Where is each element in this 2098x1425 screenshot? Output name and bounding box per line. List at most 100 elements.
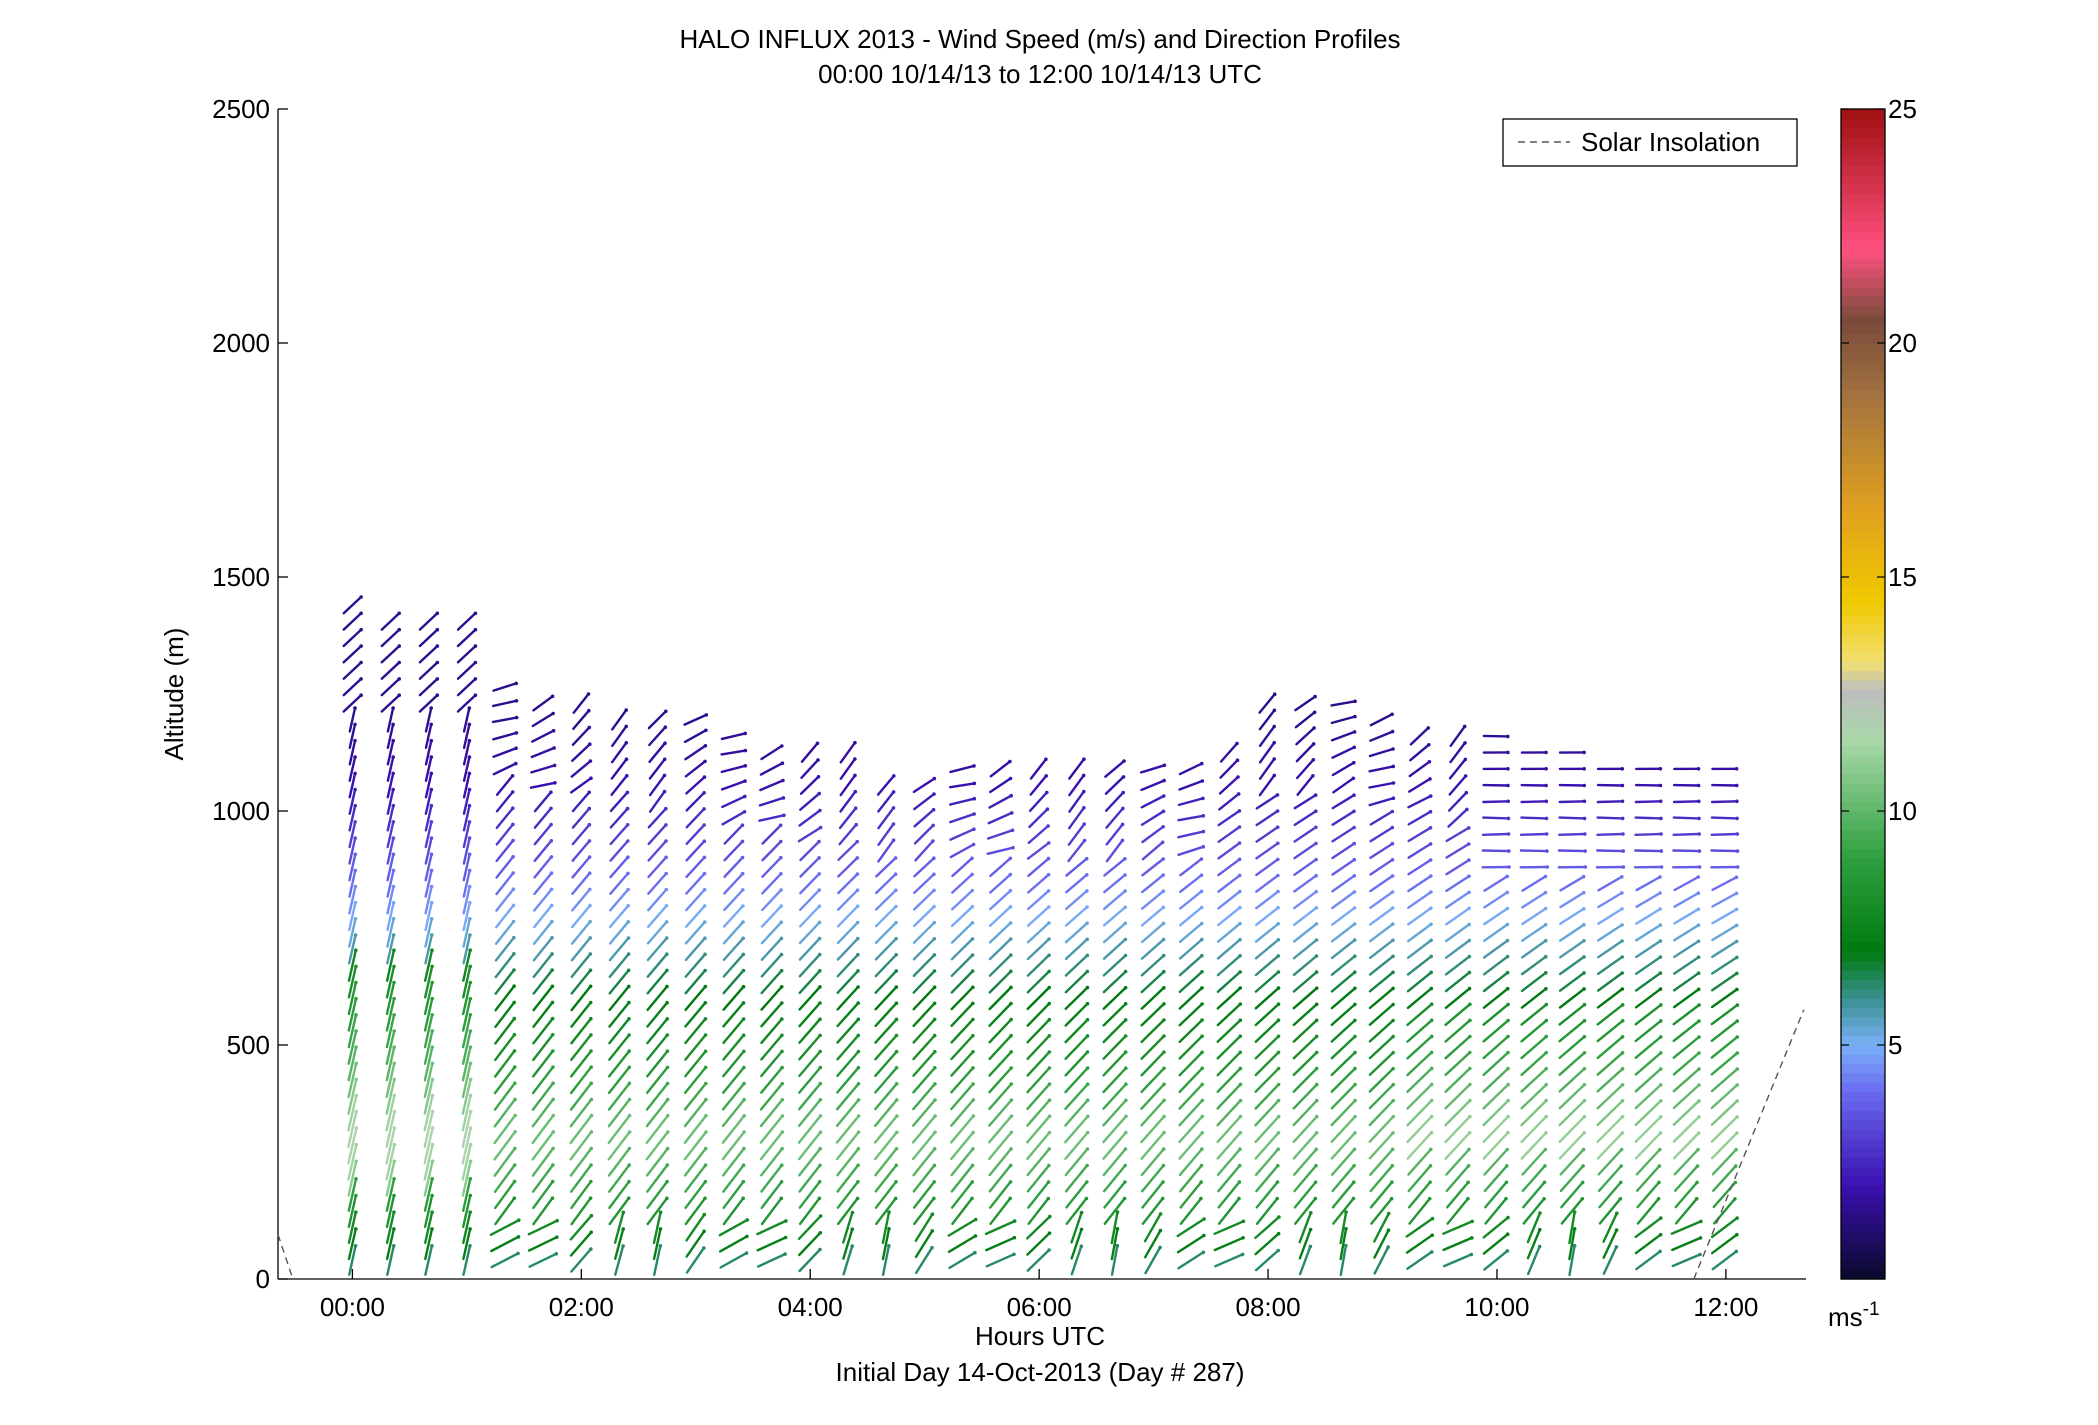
wind-arrow-head: [549, 822, 553, 827]
wind-arrow-head: [588, 1000, 593, 1005]
wind-arrow: [836, 1180, 860, 1209]
wind-arrow: [570, 1163, 593, 1193]
wind-arrow-head: [1391, 747, 1395, 751]
wind-arrow: [836, 953, 860, 978]
wind-arrow-head: [1315, 1114, 1319, 1119]
wind-arrow: [1522, 1181, 1546, 1209]
wind-arrow-head: [589, 1033, 593, 1037]
colorbar-segment: [1841, 811, 1885, 821]
wind-arrow-head: [430, 1029, 435, 1033]
wind-arrow-head: [818, 985, 822, 989]
wind-arrow: [1445, 1164, 1470, 1193]
wind-arrow: [759, 762, 784, 776]
wind-arrow: [760, 1066, 784, 1094]
wind-arrow: [347, 1143, 358, 1181]
wind-arrow-head: [551, 1146, 555, 1151]
wind-arrow-head: [1045, 807, 1050, 811]
wind-arrow-head: [703, 1179, 708, 1184]
wind-arrow: [1293, 1197, 1317, 1225]
wind-arrow: [1140, 1002, 1166, 1027]
wind-arrow: [348, 1244, 357, 1276]
wind-arrow-head: [702, 791, 706, 795]
wind-arrow: [1407, 842, 1432, 859]
wind-arrow: [1597, 1148, 1623, 1176]
wind-arrow: [877, 806, 895, 830]
wind-arrow: [1255, 826, 1279, 843]
wind-arrow-head: [1542, 1197, 1546, 1201]
wind-arrow-head: [1315, 1098, 1319, 1103]
wind-arrow: [461, 1062, 472, 1099]
wind-arrow: [1369, 874, 1394, 893]
wind-arrow: [798, 1180, 821, 1209]
wind-arrow: [1481, 816, 1510, 820]
wind-arrow-head: [1429, 890, 1433, 894]
wind-arrow-head: [1429, 1147, 1433, 1152]
wind-arrow: [913, 1197, 936, 1226]
wind-arrow-head: [1161, 825, 1165, 829]
wind-arrow: [1140, 986, 1166, 1010]
wind-arrow: [1597, 1164, 1623, 1193]
wind-arrow: [1596, 955, 1624, 976]
wind-arrow-head: [856, 1001, 860, 1005]
wind-arrow: [385, 1094, 396, 1132]
y-tick-label: 1500: [212, 562, 270, 592]
wind-arrow-head: [1658, 875, 1662, 879]
wind-arrow: [989, 1180, 1012, 1209]
wind-arrow-head: [627, 1113, 632, 1118]
wind-arrow: [1258, 725, 1276, 747]
colorbar-segment: [1841, 492, 1885, 503]
wind-arrow: [1064, 1034, 1089, 1061]
wind-arrow-head: [1735, 987, 1739, 992]
wind-arrow-head: [587, 708, 591, 713]
wind-arrow: [462, 820, 471, 849]
wind-arrow-head: [1237, 873, 1242, 878]
wind-arrow-head: [1618, 1197, 1623, 1201]
wind-arrow-head: [1429, 1050, 1434, 1055]
wind-arrow-head: [1620, 955, 1624, 959]
wind-arrow: [608, 1196, 630, 1226]
wind-arrow: [1216, 1147, 1242, 1177]
wind-arrow-head: [1582, 1051, 1587, 1055]
wind-arrow: [1339, 1244, 1348, 1277]
wind-arrow-head: [467, 738, 472, 743]
wind-arrow-head: [1391, 796, 1396, 800]
wind-arrow-head: [1237, 1180, 1242, 1184]
wind-arrow: [646, 1066, 669, 1095]
wind-arrow-head: [1314, 970, 1319, 974]
wind-arrow: [1444, 923, 1471, 943]
wind-arrow: [1373, 1228, 1390, 1259]
wind-arrow-head: [1386, 1245, 1390, 1249]
wind-arrow-head: [589, 1065, 593, 1069]
wind-arrow-head: [392, 1013, 396, 1017]
wind-arrow: [1028, 808, 1049, 829]
wind-arrow-head: [517, 1218, 521, 1222]
colorbar-segment: [1841, 1110, 1885, 1121]
wind-arrow: [1254, 1147, 1280, 1177]
wind-arrow-head: [1353, 1066, 1357, 1071]
wind-arrow-head: [1314, 1018, 1319, 1023]
wind-arrow-head: [1391, 986, 1395, 991]
wind-arrow: [1292, 1067, 1318, 1093]
wind-arrow-head: [1467, 938, 1472, 943]
colorbar-tick-label: 25: [1888, 94, 1917, 124]
wind-arrow-head: [1009, 1033, 1013, 1038]
wind-arrow-head: [549, 887, 554, 892]
wind-arrow: [1368, 1131, 1395, 1160]
wind-arrow: [489, 1218, 520, 1237]
wind-arrow-head: [664, 871, 668, 876]
wind-arrow-head: [1735, 1051, 1739, 1055]
colorbar-segment: [1841, 1016, 1885, 1027]
wind-arrow: [760, 921, 783, 945]
wind-arrow-head: [1467, 858, 1471, 862]
wind-arrow-head: [665, 1163, 670, 1167]
wind-arrow-head: [430, 933, 434, 937]
wind-arrow-head: [1276, 986, 1281, 990]
wind-arrow: [988, 1002, 1013, 1027]
wind-arrow: [386, 901, 395, 932]
colorbar-segment: [1841, 1138, 1885, 1149]
wind-arrow-head: [468, 1142, 473, 1147]
wind-arrow: [1026, 1231, 1051, 1256]
wind-arrow: [423, 1177, 434, 1212]
wind-arrow-head: [855, 856, 860, 860]
wind-arrow-head: [467, 836, 472, 840]
